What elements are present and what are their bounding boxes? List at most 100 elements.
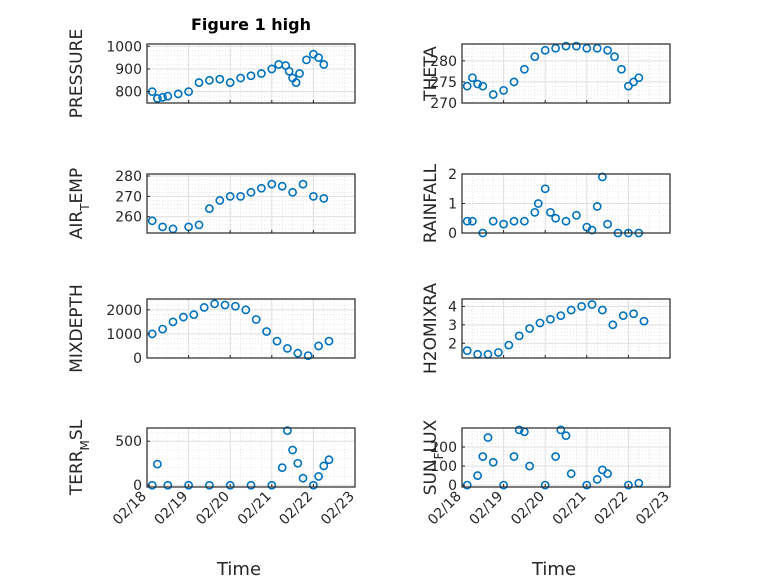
data-point <box>319 194 329 203</box>
data-point <box>535 318 545 328</box>
data-point <box>629 309 638 319</box>
data-point <box>608 320 618 330</box>
data-point <box>556 425 566 435</box>
data-point <box>488 90 498 99</box>
x-tick-label: 02/20 <box>193 489 233 529</box>
data-point <box>618 311 628 320</box>
data-point <box>478 452 488 461</box>
data-point <box>184 480 193 490</box>
data-point <box>546 207 555 217</box>
data-point <box>540 184 550 194</box>
data-point <box>277 463 287 473</box>
data-point <box>267 179 277 189</box>
data-point <box>520 64 529 74</box>
y-tick-label: 275 <box>430 75 457 91</box>
plot-area <box>147 428 355 487</box>
data-point <box>246 71 256 81</box>
y-axis-label: THETA <box>421 46 441 102</box>
x-tick-label: 02/22 <box>276 489 316 529</box>
data-point <box>194 78 204 87</box>
data-point <box>499 85 508 95</box>
subplot-terr-msl: 0 500 02/18 02/19 02/20 02/21 02/22 02/23 TERRMS… <box>67 419 358 580</box>
data-point <box>634 73 644 83</box>
data-point <box>284 66 294 76</box>
data-point <box>629 77 638 87</box>
y-tick-label: 1 <box>448 197 457 213</box>
axes-box <box>146 298 356 359</box>
figure-title: Figure 1 high <box>191 15 311 34</box>
data-point <box>473 471 482 480</box>
data-point <box>551 213 560 223</box>
data-point <box>462 81 472 91</box>
data-point <box>282 426 292 436</box>
data-point <box>566 305 576 315</box>
data-point <box>230 301 240 311</box>
plot-area <box>147 44 355 103</box>
data-point <box>204 204 214 213</box>
data-point <box>483 433 493 442</box>
data-point <box>572 210 581 220</box>
subplot-air-temp: 260 270 280 AIRTEMP <box>67 168 356 239</box>
data-point <box>546 314 555 324</box>
axes-box <box>461 298 671 359</box>
data-point <box>639 316 649 326</box>
data-point <box>293 458 303 468</box>
x-tick-label: 02/23 <box>633 489 673 529</box>
data-point <box>256 183 266 193</box>
subplot-mixdepth: 0 1000 2000 MIXDEPTH <box>67 284 356 373</box>
data-point <box>236 73 245 83</box>
y-tick-label: 500 <box>115 434 142 450</box>
data-point <box>624 81 633 91</box>
data-point <box>158 92 167 102</box>
data-point <box>617 64 626 74</box>
data-point <box>462 216 472 226</box>
data-point <box>215 74 225 84</box>
data-point <box>504 340 514 350</box>
data-point <box>293 348 303 358</box>
x-tick-label: 02/19 <box>152 489 192 529</box>
data-point <box>530 207 540 217</box>
data-point <box>509 452 519 461</box>
data-point <box>592 43 602 53</box>
data-point <box>551 43 560 53</box>
data-point <box>530 52 540 62</box>
y-tick-label: 1000 <box>106 327 142 343</box>
data-point <box>184 87 193 97</box>
y-tick-label: 260 <box>115 210 142 226</box>
y-tick-label: 270 <box>115 189 142 205</box>
data-point <box>152 94 162 103</box>
data-point <box>603 219 612 229</box>
y-axis-label: PRESSURE <box>67 29 87 118</box>
data-point <box>556 311 566 320</box>
data-point <box>303 351 313 360</box>
x-tick-label: 02/21 <box>235 489 275 529</box>
data-point <box>282 343 292 353</box>
data-point <box>189 310 199 320</box>
y-tick-label: 900 <box>115 62 142 78</box>
subplot-h2omixra: 2 3 4 H2OMIXRA <box>421 283 671 374</box>
data-point <box>467 73 477 83</box>
data-point <box>561 41 571 51</box>
data-point <box>246 480 256 490</box>
y-tick-label: 0 <box>448 478 457 494</box>
data-point <box>467 216 477 226</box>
data-point <box>540 45 550 55</box>
y-axis-label: AIRTEMP <box>67 168 92 239</box>
data-point <box>267 64 277 74</box>
data-point <box>210 299 219 309</box>
data-point <box>551 452 560 461</box>
data-point <box>514 331 524 341</box>
y-axis-label: SUNFLUX <box>421 419 446 495</box>
data-point <box>525 461 534 471</box>
data-point <box>561 216 571 226</box>
x-axis-label: Time <box>216 559 261 580</box>
data-point <box>582 480 592 490</box>
data-point <box>319 461 329 471</box>
data-point <box>319 60 329 69</box>
data-point <box>499 480 508 490</box>
data-point <box>308 191 318 201</box>
data-point <box>624 480 633 490</box>
y-axis-label: MIXDEPTH <box>67 284 87 373</box>
data-point <box>288 187 297 197</box>
